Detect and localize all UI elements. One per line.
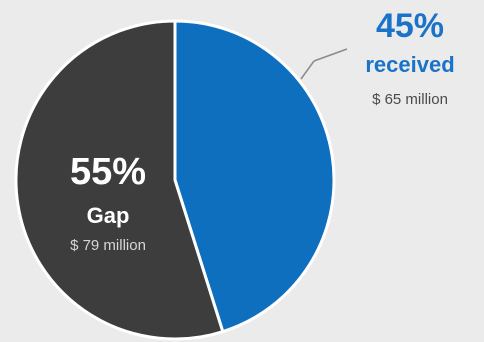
gap-percent-label: 55% (70, 151, 146, 193)
received-amount-label: $ 65 million (372, 91, 448, 108)
pie-slice-gap (14, 19, 225, 341)
gap-label: Gap (87, 203, 130, 228)
received-label: received (365, 52, 454, 77)
gap-amount-label: $ 79 million (70, 237, 146, 254)
received-leader-line (300, 60, 315, 80)
pie-slices (14, 19, 336, 341)
received-percent-label: 45% (376, 7, 444, 45)
pie-slice-received (173, 19, 336, 334)
received-leader-line-segment (313, 48, 348, 62)
